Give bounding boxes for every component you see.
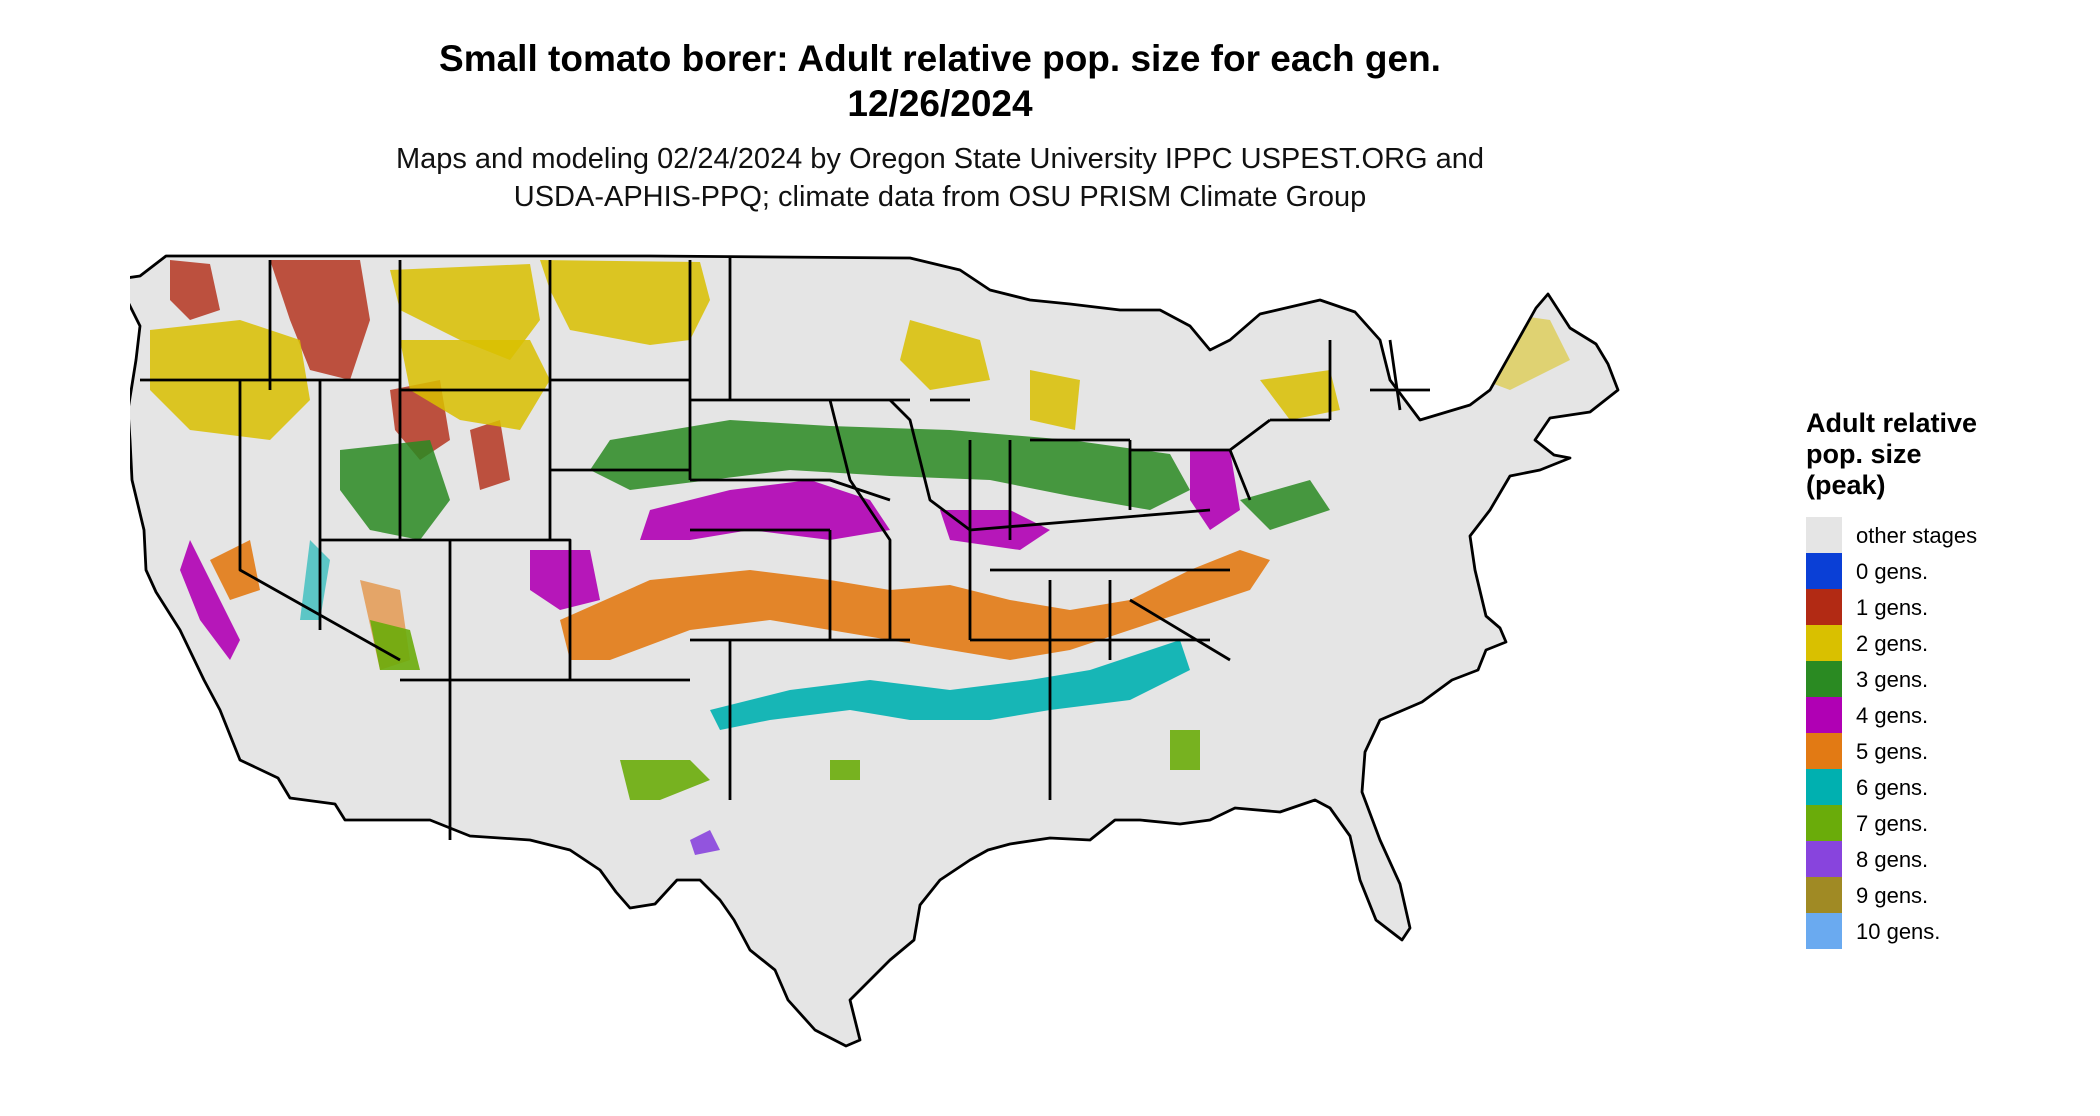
us-map-svg xyxy=(130,254,1620,1048)
legend-label: 8 gens. xyxy=(1856,847,1929,872)
legend-swatch xyxy=(1806,913,1842,949)
legend-swatch xyxy=(1806,625,1842,661)
legend-label: 3 gens. xyxy=(1856,667,1929,692)
map-legend: Adult relative pop. size (peak) other st… xyxy=(1806,408,2096,949)
legend-swatch xyxy=(1806,517,1842,553)
legend-item: 3 gens. xyxy=(1806,661,2096,697)
map-subtitle-line-2: USDA-APHIS-PPQ; climate data from OSU PR… xyxy=(513,181,1367,213)
legend-label: 6 gens. xyxy=(1856,775,1929,800)
legend-label: 2 gens. xyxy=(1856,631,1929,656)
legend-swatch xyxy=(1806,805,1842,841)
legend-label: 4 gens. xyxy=(1856,703,1929,728)
legend-label: 0 gens. xyxy=(1856,559,1929,584)
region-2-gen xyxy=(150,260,1570,440)
legend-label: 5 gens. xyxy=(1856,739,1929,764)
legend-label: other stages xyxy=(1856,523,1978,548)
legend-item: 10 gens. xyxy=(1806,913,2096,949)
legend-items: other stages 0 gens. 1 gens. 2 gens. 3 gens.… xyxy=(1806,517,2096,949)
legend-item: 7 gens. xyxy=(1806,805,2096,841)
legend-item: 0 gens. xyxy=(1806,553,2096,589)
region-3-gen xyxy=(340,420,1330,540)
legend-title-line-3: (peak) xyxy=(1806,470,1886,500)
map-header: Small tomato borer: Adult relative pop. … xyxy=(0,36,1880,216)
legend-swatch xyxy=(1806,877,1842,913)
legend-swatch xyxy=(1806,841,1842,877)
legend-title-line-1: Adult relative xyxy=(1806,408,1978,438)
legend-swatch xyxy=(1806,733,1842,769)
region-7-gen xyxy=(370,620,1200,800)
legend-item: 5 gens. xyxy=(1806,733,2096,769)
generation-bands xyxy=(150,260,1570,870)
legend-swatch xyxy=(1806,589,1842,625)
legend-swatch xyxy=(1806,661,1842,697)
region-6-gen xyxy=(300,540,1190,730)
legend-item: 2 gens. xyxy=(1806,625,2096,661)
legend-item: 4 gens. xyxy=(1806,697,2096,733)
legend-label: 1 gens. xyxy=(1856,595,1929,620)
legend-item: 6 gens. xyxy=(1806,769,2096,805)
legend-item: 8 gens. xyxy=(1806,841,2096,877)
legend-label: 10 gens. xyxy=(1856,919,1941,944)
legend-swatch xyxy=(1806,697,1842,733)
legend-item: 9 gens. xyxy=(1806,877,2096,913)
us-map xyxy=(130,240,1750,1110)
map-subtitle-line-1: Maps and modeling 02/24/2024 by Oregon S… xyxy=(395,143,1485,175)
map-title-line-1: Small tomato borer: Adult relative pop. … xyxy=(439,38,1441,79)
legend-title: Adult relative pop. size (peak) xyxy=(1806,408,2096,501)
legend-label: 7 gens. xyxy=(1856,811,1929,836)
legend-title-line-2: pop. size xyxy=(1806,439,1922,469)
legend-swatch xyxy=(1806,553,1842,589)
state-borders xyxy=(130,254,1620,1048)
map-title-line-2: 12/26/2024 xyxy=(847,83,1033,124)
legend-item: 1 gens. xyxy=(1806,589,2096,625)
legend-item: other stages xyxy=(1806,517,2096,553)
legend-swatch xyxy=(1806,769,1842,805)
legend-label: 9 gens. xyxy=(1856,883,1929,908)
